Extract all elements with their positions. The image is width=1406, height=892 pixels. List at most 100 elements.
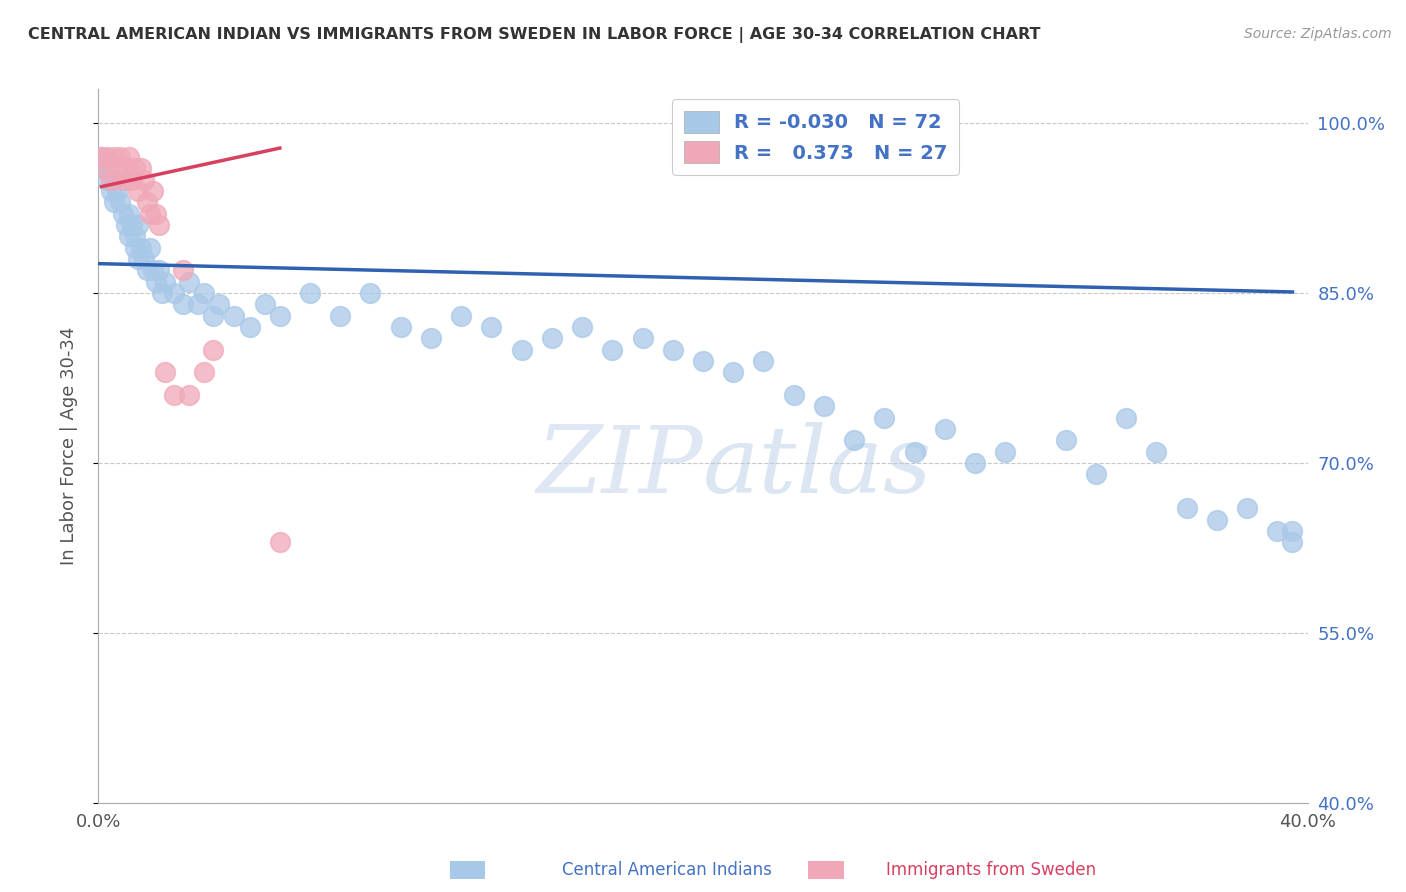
- Point: [148, 218, 170, 232]
- Point: [299, 286, 322, 301]
- Point: [844, 434, 866, 448]
- Point: [904, 444, 927, 458]
- Point: [90, 150, 112, 164]
- Text: Central American Indians: Central American Indians: [562, 861, 772, 879]
- Point: [202, 309, 225, 323]
- Point: [193, 365, 215, 379]
- Point: [662, 343, 685, 357]
- Point: [389, 320, 412, 334]
- Text: atlas: atlas: [703, 423, 932, 512]
- Point: [360, 286, 382, 301]
- Point: [540, 331, 562, 345]
- Legend: R = -0.030   N = 72, R =   0.373   N = 27: R = -0.030 N = 72, R = 0.373 N = 27: [672, 99, 959, 175]
- Text: ZIP: ZIP: [536, 423, 703, 512]
- Point: [329, 309, 352, 323]
- Point: [142, 263, 165, 277]
- Point: [135, 195, 157, 210]
- Point: [118, 150, 141, 164]
- Point: [132, 173, 155, 187]
- Point: [179, 275, 201, 289]
- Point: [692, 354, 714, 368]
- Point: [481, 320, 503, 334]
- Point: [103, 150, 125, 164]
- Point: [96, 173, 118, 187]
- Point: [100, 173, 122, 187]
- Point: [124, 161, 146, 176]
- Point: [631, 331, 654, 345]
- Point: [602, 343, 624, 357]
- Point: [127, 252, 149, 266]
- Point: [172, 297, 194, 311]
- Point: [510, 343, 533, 357]
- Point: [114, 218, 136, 232]
- Point: [111, 173, 134, 187]
- Point: [187, 297, 209, 311]
- Point: [965, 456, 987, 470]
- Point: [1281, 535, 1303, 549]
- Point: [118, 229, 141, 244]
- Point: [163, 388, 186, 402]
- Point: [145, 207, 167, 221]
- Point: [124, 241, 146, 255]
- Point: [1175, 501, 1198, 516]
- Point: [153, 365, 176, 379]
- Point: [450, 309, 472, 323]
- Point: [96, 150, 118, 164]
- Point: [129, 241, 152, 255]
- Point: [1115, 410, 1137, 425]
- Point: [1236, 501, 1258, 516]
- Point: [124, 229, 146, 244]
- Point: [93, 161, 115, 176]
- Point: [108, 195, 131, 210]
- Point: [202, 343, 225, 357]
- Point: [752, 354, 775, 368]
- Point: [142, 184, 165, 198]
- Point: [269, 535, 291, 549]
- Text: CENTRAL AMERICAN INDIAN VS IMMIGRANTS FROM SWEDEN IN LABOR FORCE | AGE 30-34 COR: CENTRAL AMERICAN INDIAN VS IMMIGRANTS FR…: [28, 27, 1040, 43]
- Point: [163, 286, 186, 301]
- Point: [150, 286, 173, 301]
- Text: Source: ZipAtlas.com: Source: ZipAtlas.com: [1244, 27, 1392, 41]
- Point: [420, 331, 443, 345]
- Point: [135, 263, 157, 277]
- Point: [239, 320, 262, 334]
- Point: [103, 195, 125, 210]
- Point: [571, 320, 593, 334]
- Point: [1281, 524, 1303, 538]
- Point: [153, 275, 176, 289]
- Point: [179, 388, 201, 402]
- Point: [1085, 467, 1108, 482]
- Point: [873, 410, 896, 425]
- Point: [1267, 524, 1289, 538]
- Point: [105, 161, 128, 176]
- Point: [934, 422, 956, 436]
- Point: [783, 388, 806, 402]
- Point: [1144, 444, 1167, 458]
- Point: [1206, 513, 1229, 527]
- Point: [139, 241, 162, 255]
- Point: [100, 184, 122, 198]
- Point: [224, 309, 246, 323]
- Point: [129, 161, 152, 176]
- Point: [127, 218, 149, 232]
- Point: [121, 173, 143, 187]
- Point: [994, 444, 1017, 458]
- Point: [208, 297, 231, 311]
- Point: [103, 173, 125, 187]
- Point: [127, 184, 149, 198]
- Point: [172, 263, 194, 277]
- Point: [105, 184, 128, 198]
- Text: Immigrants from Sweden: Immigrants from Sweden: [886, 861, 1095, 879]
- Point: [132, 252, 155, 266]
- Point: [114, 161, 136, 176]
- Point: [253, 297, 276, 311]
- Point: [813, 400, 835, 414]
- Point: [90, 161, 112, 176]
- Point: [90, 150, 112, 164]
- Point: [145, 275, 167, 289]
- Point: [148, 263, 170, 277]
- Point: [193, 286, 215, 301]
- Point: [1054, 434, 1077, 448]
- Point: [93, 161, 115, 176]
- Point: [121, 218, 143, 232]
